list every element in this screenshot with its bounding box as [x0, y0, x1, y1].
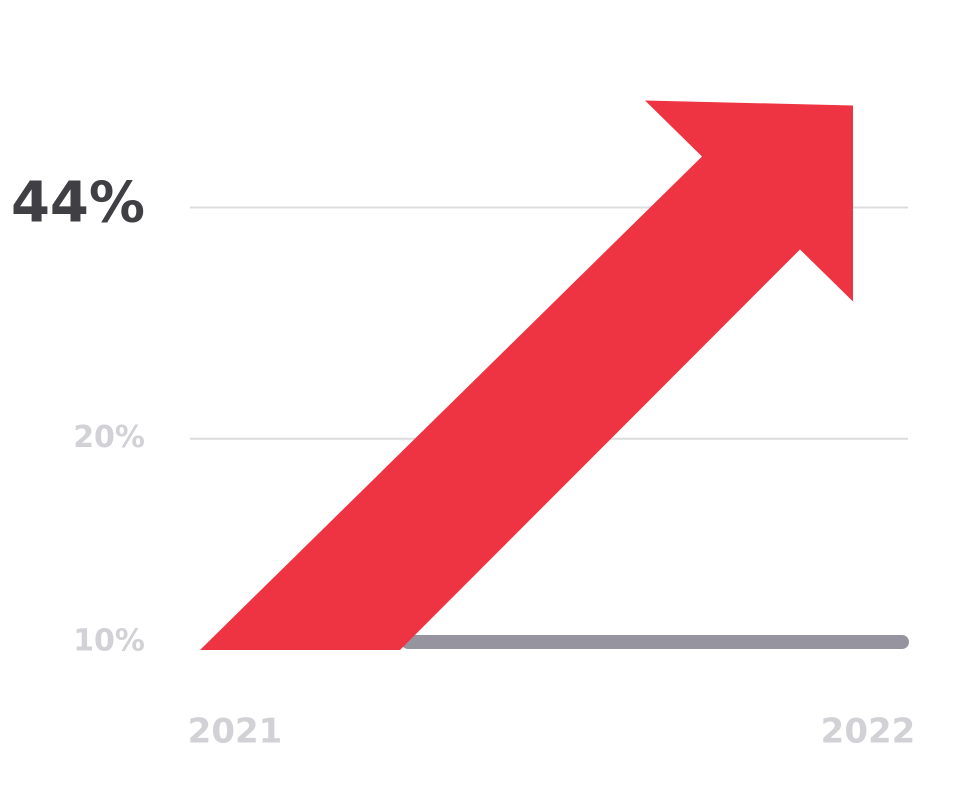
y-tick-label: 10% — [73, 624, 145, 659]
x-tick-label: 2022 — [821, 712, 916, 752]
y-tick-label: 44% — [11, 171, 145, 236]
trend-arrow — [200, 100, 853, 651]
y-tick-label: 20% — [73, 420, 145, 455]
x-tick-label: 2021 — [188, 712, 283, 752]
